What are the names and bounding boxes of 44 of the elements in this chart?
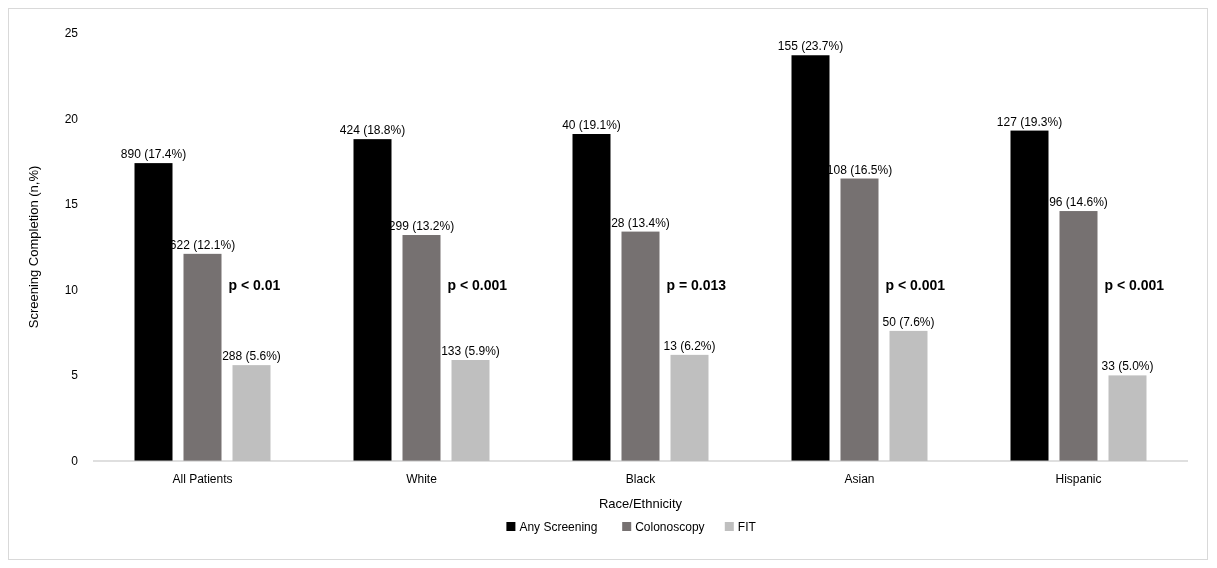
x-tick-label: White	[406, 472, 438, 486]
annotation: p < 0.001	[447, 276, 508, 293]
bar	[791, 55, 830, 461]
bar	[353, 139, 392, 461]
y-tick-label: 0	[71, 454, 79, 468]
data-label: 50 (7.6%)	[882, 314, 935, 329]
data-label: 155 (23.7%)	[777, 39, 844, 54]
bar	[402, 235, 441, 461]
legend-label: Colonoscopy	[635, 520, 705, 534]
bar	[1059, 211, 1098, 461]
data-label: 127 (19.3%)	[996, 114, 1063, 129]
annotation: p < 0.01	[228, 276, 281, 293]
data-label: 96 (14.6%)	[1049, 195, 1108, 210]
data-label: 890 (17.4%)	[120, 147, 187, 162]
y-axis-title: Screening Completion (n,%)	[26, 165, 41, 329]
bar	[1010, 130, 1049, 461]
data-label: 424 (18.8%)	[339, 123, 406, 138]
legend-label: Any Screening	[519, 520, 598, 534]
y-tick-label: 20	[64, 111, 79, 126]
data-label: 108 (16.5%)	[826, 162, 893, 177]
data-label: 33 (5.0%)	[1101, 359, 1154, 374]
bar	[183, 253, 222, 461]
x-tick-label: All Patients	[172, 472, 233, 486]
x-tick-label: Hispanic	[1055, 472, 1102, 486]
annotation: p = 0.013	[666, 276, 727, 293]
data-label: 13 (6.2%)	[663, 338, 716, 353]
data-label: 40 (19.1%)	[562, 118, 621, 133]
x-tick-label: Black	[625, 472, 657, 486]
data-label: 288 (5.6%)	[222, 349, 281, 364]
data-label: 133 (5.9%)	[441, 343, 500, 358]
bar	[134, 163, 173, 461]
annotation: p < 0.001	[1104, 276, 1165, 293]
bar	[621, 231, 660, 461]
y-tick-label: 15	[64, 197, 79, 212]
annotation: p < 0.001	[885, 276, 946, 293]
bar	[572, 134, 611, 461]
bar	[840, 178, 879, 461]
data-label: 28 (13.4%)	[611, 215, 670, 230]
x-axis-title: Race/Ethnicity	[598, 496, 683, 511]
y-tick-label: 5	[71, 368, 79, 383]
x-tick-label: Asian	[844, 472, 875, 486]
y-tick-label: 25	[64, 26, 79, 40]
y-tick-label: 10	[64, 282, 79, 297]
legend-label: FIT	[737, 520, 757, 534]
